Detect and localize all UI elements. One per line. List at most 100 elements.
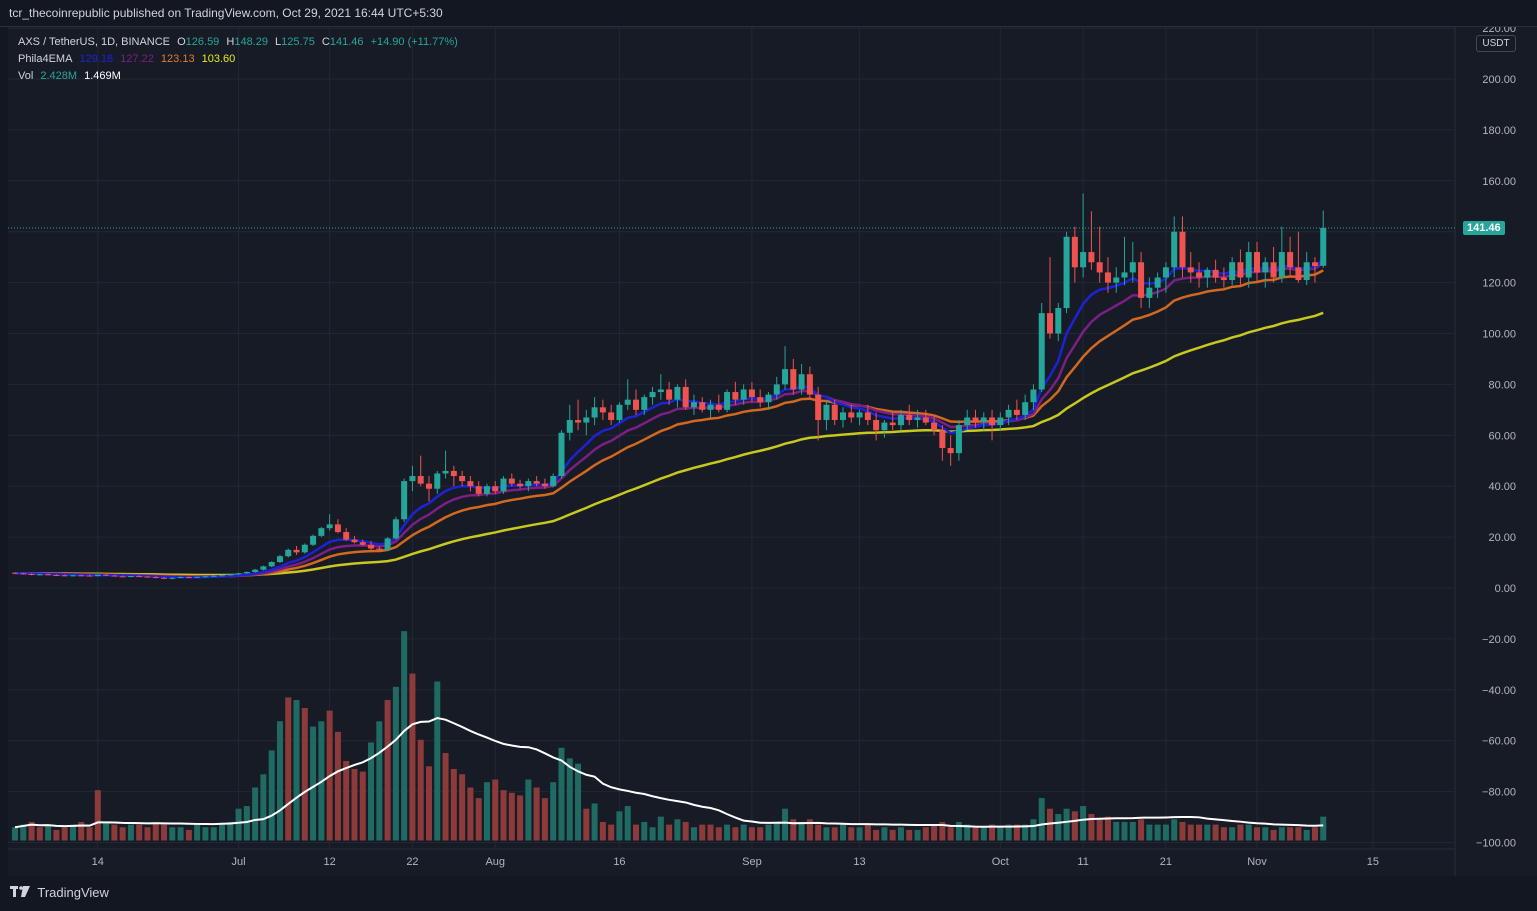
candle-body xyxy=(185,577,192,579)
volume-bar xyxy=(533,787,540,841)
candle-body xyxy=(649,392,656,398)
volume-bar xyxy=(931,824,938,841)
currency-unit-label[interactable]: USDT xyxy=(1476,35,1516,52)
y-tick-label: 60.00 xyxy=(1488,430,1516,442)
candle-body xyxy=(633,399,639,410)
candle-body xyxy=(53,575,60,577)
footer-brand[interactable]: TradingView xyxy=(37,885,109,900)
volume-bar xyxy=(285,697,292,841)
candle-body xyxy=(616,404,623,421)
candle-body xyxy=(823,404,830,421)
candle-body xyxy=(682,386,689,408)
volume-bar xyxy=(500,790,507,841)
candle-body xyxy=(798,374,805,390)
volume-bar xyxy=(856,827,863,841)
candle-body xyxy=(467,481,474,487)
candle-body xyxy=(831,404,838,421)
volume-bar xyxy=(467,787,474,841)
chart-pane[interactable]: 220.00 200.00 180.00 160.00 120.00 100.00 80.0… xyxy=(8,27,1537,876)
volume-bar xyxy=(1030,819,1037,841)
y-tick-label: 220.00 xyxy=(1482,27,1516,35)
volume-bar xyxy=(1138,819,1145,841)
candle-body xyxy=(1063,236,1070,309)
volume-bar xyxy=(119,827,126,841)
candle-body xyxy=(202,576,209,578)
legend-close-label: C xyxy=(321,36,330,48)
legend-vol-value-1: 2.428M xyxy=(40,70,78,82)
candle-body xyxy=(103,574,110,576)
candle-body xyxy=(690,402,697,408)
volume-bar xyxy=(334,731,341,841)
y-tick-label: 200.00 xyxy=(1482,74,1516,86)
candle-body xyxy=(475,486,482,494)
volume-bar xyxy=(674,819,681,841)
volume-bar xyxy=(1071,811,1078,841)
candle-body xyxy=(219,575,225,577)
price-chart[interactable]: 220.00200.00180.00160.00120.00100.0080.0… xyxy=(8,27,1537,876)
volume-bar xyxy=(682,821,689,841)
volume-bar xyxy=(765,824,772,841)
volume-bar xyxy=(202,827,209,841)
candle-body xyxy=(368,544,375,549)
candle-body xyxy=(790,369,797,390)
volume-bar xyxy=(1187,824,1194,841)
volume-bar xyxy=(1229,827,1236,841)
candle-body xyxy=(1005,409,1012,418)
legend-vol-value-2: 1.469M xyxy=(84,70,121,82)
candle-body xyxy=(533,481,540,484)
volume-bar xyxy=(268,750,275,841)
candle-body xyxy=(558,432,565,477)
volume-bar xyxy=(922,827,929,841)
candle-body xyxy=(12,572,18,574)
x-tick-label: 14 xyxy=(92,856,104,868)
y-tick-label: −60.00 xyxy=(1482,736,1516,748)
volume-bar xyxy=(1220,827,1227,841)
candle-body xyxy=(1104,272,1111,283)
volume-bar xyxy=(127,824,134,841)
volume-bar xyxy=(997,827,1004,841)
candle-body xyxy=(293,549,300,553)
legend-ema-value-4: 103.60 xyxy=(201,53,236,65)
candle-body xyxy=(492,486,499,492)
volume-bar xyxy=(459,774,466,841)
volume-bar xyxy=(1113,821,1120,841)
tradingview-logo-icon[interactable] xyxy=(10,877,30,911)
candle-body xyxy=(1320,227,1327,266)
volume-bar xyxy=(1245,824,1252,841)
y-tick-label: 40.00 xyxy=(1488,481,1516,493)
volume-bar xyxy=(848,827,855,841)
candle-body xyxy=(1278,252,1285,278)
candle-body xyxy=(1254,252,1260,273)
volume-bar xyxy=(939,821,946,841)
legend-vol-name[interactable]: Vol xyxy=(18,70,34,82)
volume-bar xyxy=(608,824,615,841)
candle-body xyxy=(1013,409,1020,415)
x-tick-label: 12 xyxy=(324,856,336,868)
volume-bar xyxy=(1129,821,1136,841)
legend-symbol[interactable]: AXS / TetherUS, 1D, BINANCE xyxy=(18,36,171,48)
candle-body xyxy=(1096,262,1103,273)
candle-body xyxy=(525,481,532,487)
candle-body xyxy=(1080,252,1087,268)
volume-bar xyxy=(45,824,52,841)
volume-bar xyxy=(989,824,996,841)
volume-bar xyxy=(376,721,383,841)
volume-bar xyxy=(359,771,366,841)
volume-bar xyxy=(260,774,267,841)
candle-body xyxy=(1071,236,1078,268)
legend-ema-name[interactable]: Phila4EMA xyxy=(18,53,73,65)
y-tick-label: 80.00 xyxy=(1488,379,1516,391)
candle-body xyxy=(326,524,333,529)
y-tick-label: −20.00 xyxy=(1482,634,1516,646)
volume-bar xyxy=(1162,824,1169,841)
candle-body xyxy=(1311,262,1318,267)
volume-bar xyxy=(707,824,714,841)
volume-bar xyxy=(550,782,557,841)
candle-body xyxy=(1162,267,1169,278)
volume-bar xyxy=(748,827,755,841)
candle-body xyxy=(161,577,168,579)
candle-body xyxy=(707,404,714,410)
candle-body xyxy=(889,422,896,426)
volume-bar xyxy=(790,819,797,841)
candle-body xyxy=(36,574,43,576)
